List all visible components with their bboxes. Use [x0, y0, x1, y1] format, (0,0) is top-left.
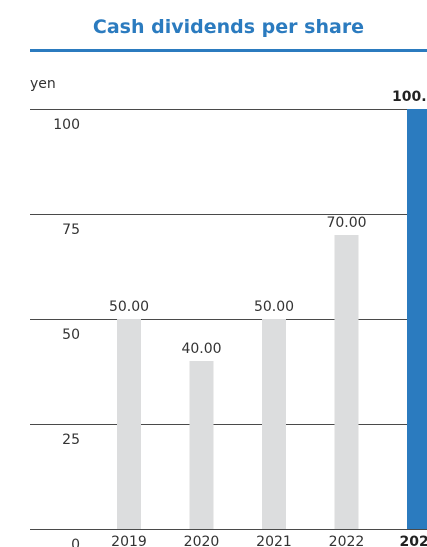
data-label: 100.00 — [392, 89, 427, 105]
x-tick-label: 2021 — [256, 534, 292, 547]
y-tick-label: 50 — [62, 327, 80, 343]
x-tick-label: 2023 — [400, 534, 427, 547]
y-axis-unit-label: yen — [30, 76, 56, 92]
data-label: 40.00 — [181, 341, 221, 357]
y-tick-label: 75 — [62, 222, 80, 238]
data-label: 50.00 — [109, 299, 149, 315]
data-label: 70.00 — [326, 215, 366, 231]
bar — [334, 235, 359, 529]
x-tick-label: 2022 — [329, 534, 365, 547]
title-rule — [30, 49, 427, 52]
bar — [262, 319, 286, 529]
bar — [117, 319, 141, 529]
bar — [407, 109, 427, 529]
x-tick-label: 2020 — [184, 534, 220, 547]
y-tick-label: 0 — [71, 537, 80, 547]
bar — [189, 361, 214, 529]
x-tick-label: 2019 — [111, 534, 147, 547]
y-tick-label: 25 — [62, 432, 80, 448]
y-tick-label: 100 — [53, 117, 80, 133]
chart-title: Cash dividends per share — [92, 16, 365, 38]
data-label: 50.00 — [254, 299, 294, 315]
